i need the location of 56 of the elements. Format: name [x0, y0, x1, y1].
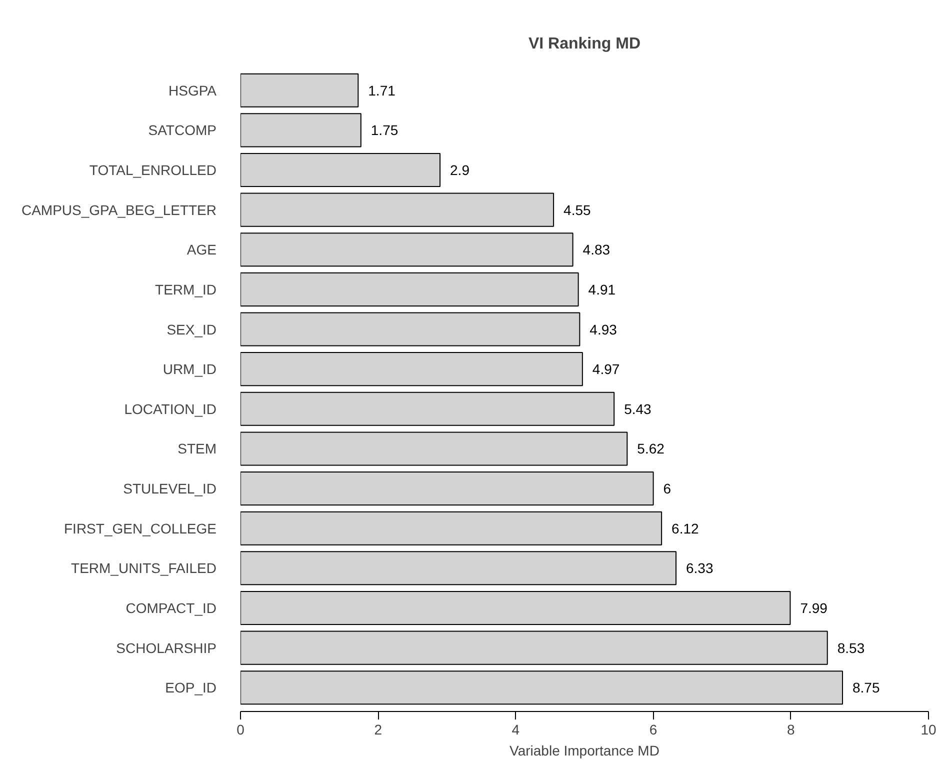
bar: [240, 551, 677, 586]
data-label: 7.99: [800, 600, 828, 616]
bar: [240, 232, 574, 267]
bar: [240, 670, 843, 705]
y-tick-label: CAMPUS_GPA_BEG_LETTER: [21, 202, 217, 218]
y-tick-label: FIRST_GEN_COLLEGE: [64, 520, 217, 536]
data-label: 4.91: [588, 281, 616, 298]
bar: [240, 472, 654, 506]
bar: [240, 152, 441, 188]
data-label: 5.62: [637, 440, 665, 457]
data-label: 1.75: [370, 122, 398, 138]
x-tick-label: 10: [920, 722, 936, 738]
data-label: 4.83: [582, 242, 610, 258]
x-tick-label: 4: [512, 722, 520, 738]
bar: [240, 392, 615, 426]
data-label: 6.33: [686, 560, 714, 576]
data-label: 6: [663, 480, 672, 497]
y-tick-label: SEX_ID: [166, 321, 217, 338]
y-tick-label: AGE: [186, 242, 217, 258]
bar: [240, 113, 362, 148]
bar: [240, 73, 359, 108]
data-label: 4.93: [590, 321, 618, 338]
y-tick-label: HSGPA: [168, 82, 218, 98]
x-tick-label: 2: [374, 722, 382, 738]
x-axis-title: Variable Importance MD: [510, 742, 660, 758]
y-tick-label: STEM: [178, 440, 216, 457]
y-tick-label: SATCOMP: [148, 122, 217, 138]
bar: [240, 511, 662, 546]
x-tick-label: 8: [787, 722, 796, 738]
y-tick-label: COMPACT_ID: [126, 600, 217, 616]
data-label: 4.55: [564, 202, 591, 218]
data-label: 4.97: [592, 361, 620, 378]
data-label: 1.71: [368, 82, 396, 98]
y-tick-label: SCHOLARSHIP: [116, 640, 216, 656]
y-tick-label: TERM_UNITS_FAILED: [71, 560, 217, 576]
bar: [240, 432, 628, 466]
y-tick-label: TOTAL_ENROLLED: [89, 162, 217, 178]
y-tick-label: EOP_ID: [165, 680, 217, 696]
y-tick-label: URM_ID: [162, 361, 217, 378]
bar: [240, 630, 828, 665]
y-tick-label: TERM_ID: [155, 281, 217, 298]
data-label: 6.12: [672, 520, 700, 536]
bar: [240, 192, 554, 227]
bar: [240, 590, 791, 625]
x-tick-label: 0: [236, 722, 245, 738]
y-tick-label: LOCATION_ID: [124, 400, 216, 417]
y-tick-label: STULEVEL_ID: [123, 480, 217, 497]
bar: [240, 352, 583, 386]
bar: [240, 272, 579, 306]
data-label: 2.9: [450, 162, 470, 178]
chart-title: VI Ranking MD: [528, 36, 641, 52]
data-label: 8.53: [837, 640, 865, 656]
data-label: 8.75: [852, 680, 880, 696]
data-label: 5.43: [624, 400, 652, 417]
bar: [240, 312, 580, 346]
x-tick-label: 6: [649, 722, 658, 738]
